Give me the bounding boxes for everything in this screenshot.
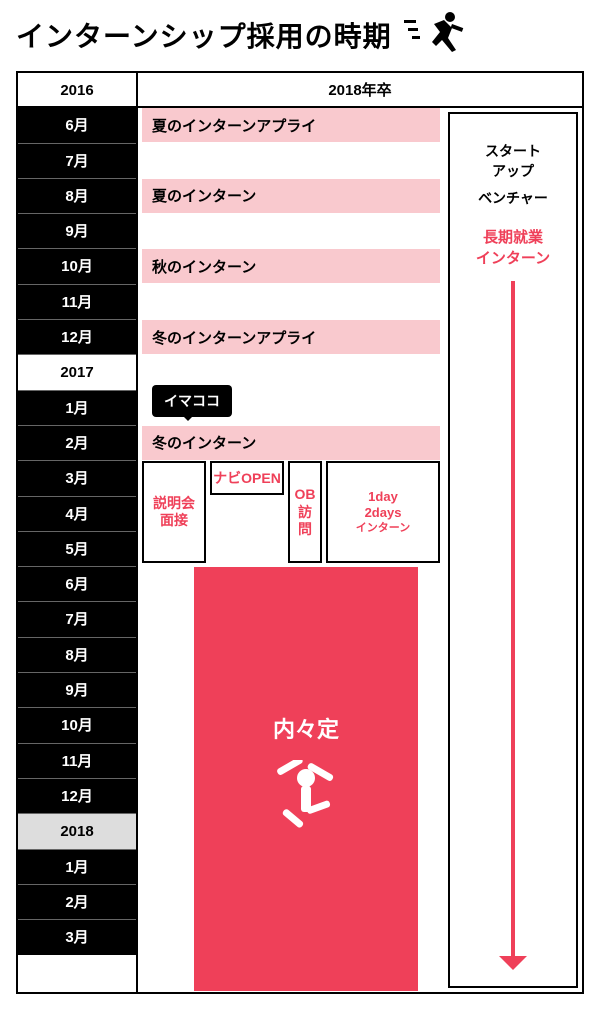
time-cell: 8月 xyxy=(18,638,136,673)
bar-summer-intern: 夏のインターン xyxy=(142,179,440,213)
activity-boxes: 説明会 面接 ナビOPEN OB 訪 問 1day xyxy=(142,461,440,563)
time-cell: 11月 xyxy=(18,285,136,320)
bar-summer-apply: 夏のインターンアプライ xyxy=(142,108,440,142)
time-cell: 12月 xyxy=(18,320,136,355)
offer-block: 内々定 xyxy=(194,567,418,991)
content-header: 2018年卒 xyxy=(138,73,582,108)
time-cell: 4月 xyxy=(18,497,136,532)
time-cell: 3月 xyxy=(18,920,136,955)
time-cell: 8月 xyxy=(18,179,136,214)
box-ob: OB 訪 問 xyxy=(288,461,322,563)
time-cell: 11月 xyxy=(18,744,136,779)
time-cell: 9月 xyxy=(18,214,136,249)
time-cell: 2017 xyxy=(18,355,136,390)
time-cell: 2月 xyxy=(18,426,136,461)
startup-text: スタート アップ ベンチャー xyxy=(478,142,548,209)
page-title: インターンシップ採用の時期 xyxy=(16,15,392,55)
time-cell: 10月 xyxy=(18,249,136,284)
time-cell: 2018 xyxy=(18,814,136,849)
time-cell: 7月 xyxy=(18,602,136,637)
time-cell: 7月 xyxy=(18,144,136,179)
offer-label: 内々定 xyxy=(273,712,339,744)
time-cell: 6月 xyxy=(18,567,136,602)
timeline-chart: 20166月7月8月9月10月11月12月20171月2月3月4月5月6月7月8… xyxy=(16,71,584,994)
arrow-down-icon xyxy=(511,281,515,968)
time-cell: 2016 xyxy=(18,73,136,108)
box-setsumeikai: 説明会 面接 xyxy=(142,461,206,563)
startup-lane: スタート アップ ベンチャー 長期就業 インターン xyxy=(448,112,578,988)
current-marker: イマココ xyxy=(152,385,232,417)
box-navi: ナビOPEN xyxy=(210,461,284,495)
time-cell: 6月 xyxy=(18,108,136,143)
timeline-column: 20166月7月8月9月10月11月12月20171月2月3月4月5月6月7月8… xyxy=(18,73,138,992)
box-days: 1day 2days インターン xyxy=(326,461,440,563)
long-term-text: 長期就業 インターン xyxy=(476,227,550,269)
bar-autumn-intern: 秋のインターン xyxy=(142,249,440,283)
main-lane: 夏のインターンアプライ 夏のインターン 秋のインターン 冬のインターンアプライ … xyxy=(138,108,446,991)
content-column: 2018年卒 夏のインターンアプライ 夏のインターン 秋のインターン 冬のインタ… xyxy=(138,73,582,992)
time-cell: 3月 xyxy=(18,461,136,496)
time-cell: 1月 xyxy=(18,391,136,426)
time-cell: 12月 xyxy=(18,779,136,814)
bar-winter-intern: 冬のインターン xyxy=(142,426,440,460)
time-cell: 1月 xyxy=(18,850,136,885)
time-cell: 9月 xyxy=(18,673,136,708)
time-cell: 5月 xyxy=(18,532,136,567)
celebrate-icon xyxy=(266,760,346,845)
time-cell: 10月 xyxy=(18,708,136,743)
time-cell: 2月 xyxy=(18,885,136,920)
runner-icon xyxy=(404,10,468,59)
bar-winter-apply: 冬のインターンアプライ xyxy=(142,320,440,354)
